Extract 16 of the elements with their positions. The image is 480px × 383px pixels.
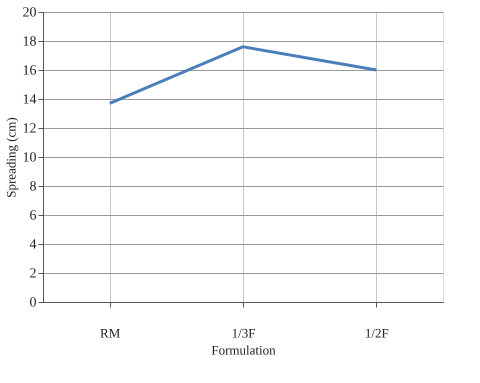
- y-tick-label: 12: [22, 122, 36, 136]
- y-tick-label: 18: [22, 34, 36, 50]
- y-tick-label: 8: [30, 180, 36, 194]
- x-tick-label: 1/2F: [364, 326, 389, 340]
- y-tick-label: 6: [30, 208, 36, 224]
- x-tick-label: 1/3F: [232, 326, 256, 340]
- x-tick-label: RM: [100, 326, 121, 340]
- x-axis-title: Formulation: [211, 342, 276, 358]
- y-axis-title: Spreading (cm): [4, 117, 18, 198]
- y-tick-label: 10: [22, 150, 36, 166]
- y-tick-label: 16: [22, 64, 36, 78]
- y-tick-label: 2: [30, 266, 36, 282]
- y-tick-label: 14: [22, 92, 36, 108]
- y-tick-label: 4: [30, 238, 36, 252]
- y-tick-label: 20: [22, 6, 36, 20]
- y-tick-label: 0: [30, 296, 36, 310]
